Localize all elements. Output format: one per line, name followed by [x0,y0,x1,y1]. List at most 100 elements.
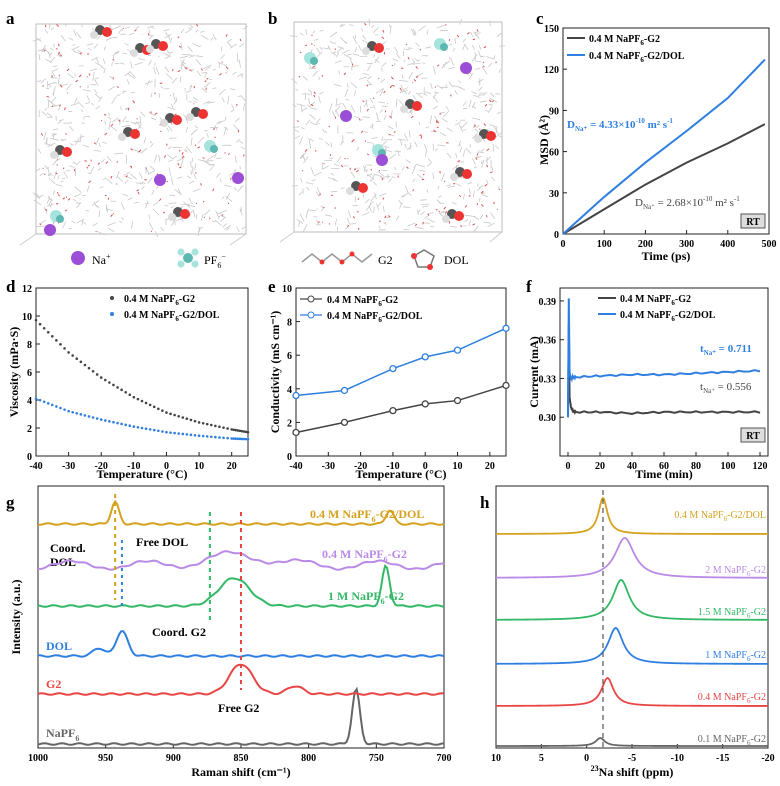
chart-e-series-0-point [453,396,462,405]
chart-d-series-0-point [120,388,123,392]
chart-c-xtick-label-0: 0 [561,239,566,250]
chart-d-series-0-point [136,397,140,401]
chart-h-series-0-label: 0.1 M NaPF6-G2 [698,734,766,747]
chart-g-series-5-label-main: 0.4 M NaPF [310,507,372,521]
mesh-b-solvent-o-1 [374,43,384,53]
chart-d-series-0-point [193,419,197,423]
panel-letter-g: g [6,493,15,512]
chart-g-series-0-label-sub: 6 [75,734,79,743]
chart-e-ytick-label-4: 8 [287,318,292,329]
chart-e-series-1-line [295,327,507,397]
chart-g-series-1-label: G2 [46,677,61,691]
mesh-a-solvent-h-7 [168,213,176,221]
chart-d-series-0-point [197,421,201,424]
chart-e-xtick-label-2: -20 [354,461,367,472]
panel-letter-a: a [6,9,15,28]
chart-e-ytick-label-3: 6 [287,351,292,362]
chart-d-series-0-point [238,429,242,433]
chart-g-series-5-label-sub: 6 [372,515,376,524]
chart-h-nmr: 23Na shift (ppm) 10 5 0 -5 -10 -15 -20 0.1 M Na… [491,485,775,779]
chart-d-series-0-point [157,407,160,411]
chart-d-series-1-point [75,412,79,415]
chart-f-series-1-line [567,298,761,418]
chart-e-frame [295,287,507,457]
chart-d-series-0-point [83,363,87,367]
chart-g-series-5-label-rest: -G2/DOL [376,507,425,521]
chart-f-ytick-label-0: 0.30 [539,413,557,424]
chart-d-series-1-point [59,406,62,410]
mesh-a-solvent-h-0 [90,31,98,39]
chart-c-series-0-line [562,123,766,235]
chart-d-series-0-point [59,343,62,346]
chart-d-series-0-point [236,429,240,432]
chart-e-xtick-label-1: -30 [322,461,335,472]
chart-e-xtick-label-3: -10 [386,461,399,472]
chart-g-xtick-label-0: 1000 [28,753,48,764]
mesh-b-bonds-gray [289,18,505,233]
chart-d-series-1-point [197,434,201,438]
chart-d-series-0-point [242,430,246,433]
mesh-b-pf6-core-0 [310,57,318,65]
chart-f-legend: 0.4 M NaPF6-G2 0.4 M NaPF6-G2/DOL [598,294,716,323]
chart-c-d-g2-label: DNa⁺ = 2.68×10-10 m² s-1 [635,195,740,211]
chart-d-series-1-point [79,413,83,416]
chart-c-xtick-label-1: 100 [597,239,612,250]
chart-d-ytick-label-0: 0 [27,452,32,463]
chart-c-ytick-label-1: 30 [549,189,559,200]
chart-g-ylabel: Intensity (a.u.) [9,579,23,654]
svg-text:RT: RT [746,431,760,442]
chart-e-ylabel: Conductivity (mS cm⁻¹) [268,311,282,434]
chart-d-series-0-point [205,422,209,426]
chart-d-series-1-point [205,435,209,438]
chart-d-series-0-point [244,430,248,434]
chart-h-xtick-label-4: -10 [671,753,684,764]
chart-f-xtick-label-4: 80 [691,461,701,472]
chart-d-series-1-point [51,403,54,407]
chart-h-series-0-label-rest: -G2 [750,734,766,745]
svg-text:Na+: Na+ [92,252,111,267]
chart-h-series-2-label-rest: -G2 [750,650,766,661]
mesh-b-na-ion-5 [340,110,352,122]
chart-d-series-1-point [132,425,136,428]
chart-d-series-1-point [173,431,176,435]
chart-d-series-0-point [87,366,91,370]
chart-c-rt-badge [740,213,766,229]
chart-d-series-0-point [75,357,79,361]
chart-e-series-1-point [453,346,462,354]
chart-d-series-1-point [46,402,50,405]
panel-letter-e: e [268,277,276,296]
chart-e-xtick-label-5: 10 [453,461,463,472]
chart-e-series-1-point [502,324,510,332]
chart-h-series-1-label-rest: -G2 [750,692,766,703]
chart-d-series-0-point [246,430,250,434]
chart-h-series-1-label-main: 0.4 M NaPF [698,692,748,703]
chart-c-ytick-label-3: 90 [549,106,559,117]
chart-f-t-dol: tNa⁺ = 0.711 [700,343,752,357]
chart-g-series-5-label: 0.4 M NaPF6-G2/DOL [310,507,424,524]
chart-h-series-5-label-rest: -G2/DOL [727,510,766,521]
chart-d-series-0-point [218,425,221,429]
svg-text:0.4 M NaPF6-G2: 0.4 M NaPF6-G2 [124,294,195,307]
chart-d-series-0-point [67,351,70,354]
chart-d-series-0-point [189,418,193,422]
chart-d-series-1-point [63,408,66,411]
chart-d-xtick-label-5: 10 [194,461,204,472]
chart-e-series-0-point [340,418,349,427]
chart-e-series-0-line [295,384,507,434]
mesh-a-solvent-o-3 [62,147,72,157]
chart-e-ytick-label-2: 4 [287,385,292,396]
mesh-a-solvent-h-1 [130,49,138,57]
mesh-a-solvent-h-4 [118,133,126,141]
chart-d-series-1-point [236,437,240,441]
chart-c-xlabel: Time (ps) [642,249,691,263]
mesh-a-solvent-o-2 [158,41,168,51]
molecular-mesh-b [289,18,505,233]
chart-f-current: Current (mA) Time (min) 0.4 M NaPF6-G2 0… [527,287,769,481]
chart-g-xlabel: Raman shift (cm⁻¹) [191,765,290,779]
chart-h-xlabel: 23Na shift (ppm) [591,764,674,779]
chart-d-series-0-point [210,423,213,427]
chart-d-series-1-point [181,432,185,436]
chart-d-series-0-point [201,421,205,425]
